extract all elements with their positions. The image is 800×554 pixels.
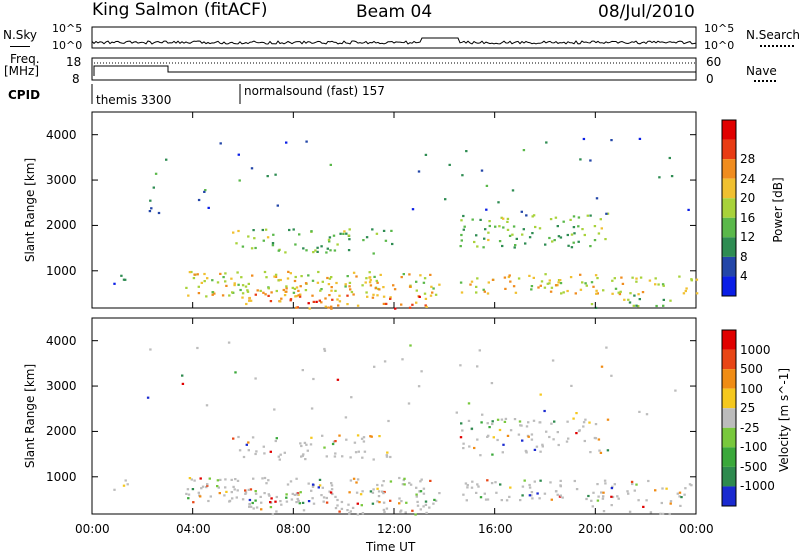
y-tick-label: 2000 xyxy=(46,424,77,438)
axes xyxy=(91,112,697,514)
x-tick-label: 00:00 xyxy=(75,522,110,536)
nsearch-label: N.Search xyxy=(746,28,800,42)
x-tick-label: 00:00 xyxy=(679,522,714,536)
cpid-segment-normalsound: normalsound (fast) 157 xyxy=(244,84,385,98)
x-tick-label: 12:00 xyxy=(377,522,412,536)
y-tick-label: 1000 xyxy=(46,264,77,278)
nave-tick-top: 60 xyxy=(706,55,722,69)
y-tick-label: 4000 xyxy=(46,128,77,142)
beam-label: Beam 04 xyxy=(356,2,433,22)
colorbar-tick-label: 25 xyxy=(740,401,756,415)
y-tick-label: 3000 xyxy=(46,379,77,393)
x-tick-label: 16:00 xyxy=(478,522,513,536)
velocity-scatter xyxy=(113,341,693,516)
power-scatter xyxy=(113,137,699,310)
colorbar-tick-label: 12 xyxy=(740,230,756,244)
colorbar-tick-label: -25 xyxy=(740,421,760,435)
date-label: 08/Jul/2010 xyxy=(598,2,695,22)
nave-legend-dots xyxy=(754,80,776,82)
nsky-panel-frame xyxy=(91,26,697,49)
time-xlabel: Time UT xyxy=(366,540,416,554)
colorbar-tick-label: -100 xyxy=(740,440,768,454)
freq-trace xyxy=(93,62,696,76)
y-tick-label: 2000 xyxy=(46,218,77,232)
colorbar-tick-label: 500 xyxy=(740,362,763,376)
nsearch-tick-top: 10^5 xyxy=(704,22,735,35)
power-panel-frame xyxy=(91,111,697,309)
cpid-label: CPID xyxy=(8,88,41,102)
nsearch-legend-dots xyxy=(760,45,794,47)
colorbar-tick-label: 8 xyxy=(740,250,748,264)
nave-label: Nave xyxy=(746,64,777,78)
colorbar-tick-label: 100 xyxy=(740,382,763,396)
colorbar-tick-label: -1000 xyxy=(740,479,775,493)
colorbar-tick-label: 20 xyxy=(740,191,756,205)
nsky-tick-bottom: 10^0 xyxy=(52,39,83,52)
y-tick-label: 1000 xyxy=(46,470,77,484)
velocity-colorbar-label: Velocity [m s^-1] xyxy=(777,367,791,473)
nsky-tick-top: 10^5 xyxy=(52,22,83,35)
x-tick-label: 20:00 xyxy=(578,522,613,536)
colorbar-tick-label: 1000 xyxy=(740,343,771,357)
station-title: King Salmon (fitACF) xyxy=(92,0,268,20)
y-tick-label: 3000 xyxy=(46,173,77,187)
colorbar-tick-label: -500 xyxy=(740,460,768,474)
colorbars xyxy=(721,119,737,507)
power-colorbar-label: Power [dB] xyxy=(771,177,785,243)
x-tick-label: 04:00 xyxy=(176,522,211,536)
colorbar-tick-label: 28 xyxy=(740,152,756,166)
y-tick-label: 4000 xyxy=(46,334,77,348)
x-tick-label: 08:00 xyxy=(276,522,311,536)
nave-tick-bottom: 0 xyxy=(706,72,714,86)
freq-unit-label: [MHz] xyxy=(4,64,40,78)
colorbar-tick-label: 16 xyxy=(740,211,756,225)
velocity-ylabel: Slant Range [km] xyxy=(23,363,37,469)
freq-panel-frame xyxy=(91,57,697,81)
nsky-trace xyxy=(91,37,697,45)
nsky-legend-line xyxy=(10,46,30,47)
freq-tick-top: 18 xyxy=(66,55,82,69)
nsky-label: N.Sky xyxy=(3,28,38,42)
cpid-segment-themis: themis 3300 xyxy=(96,93,172,107)
freq-label: Freq. xyxy=(10,52,40,66)
colorbar-tick-label: 4 xyxy=(740,269,748,283)
power-ylabel: Slant Range [km] xyxy=(23,157,37,263)
freq-tick-bottom: 8 xyxy=(72,72,80,86)
colorbar-tick-label: 24 xyxy=(740,172,756,186)
nsearch-tick-bottom: 10^0 xyxy=(704,39,735,52)
